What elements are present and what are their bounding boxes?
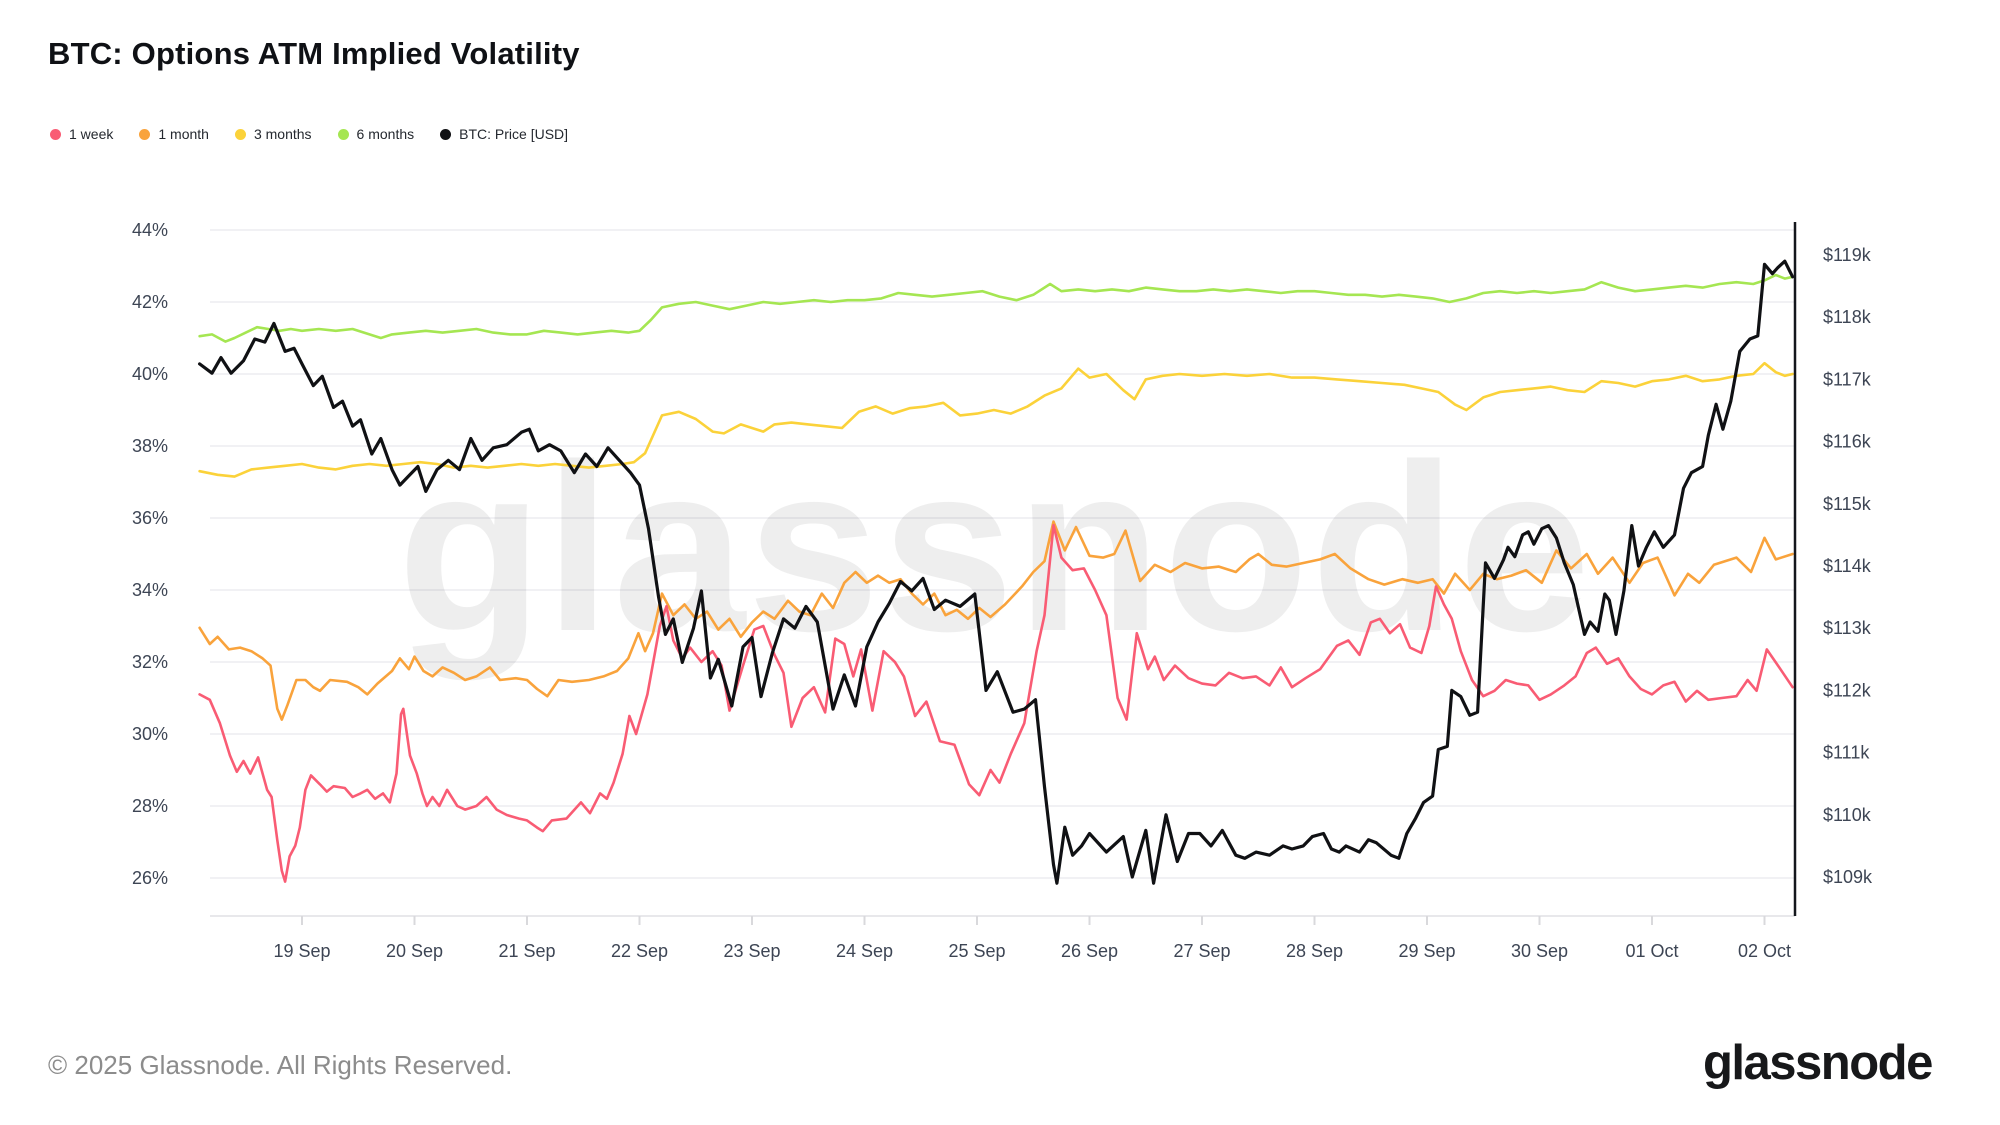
- y-axis-right-label-110: $110k: [1823, 805, 1872, 825]
- watermark-glassnode: glassnode: [397, 416, 1592, 681]
- y-axis-left-label-36: 36%: [132, 508, 168, 528]
- x-axis-label-24-sep: 24 Sep: [836, 941, 893, 961]
- legend-label: 1 week: [69, 126, 114, 142]
- y-axis-left-label-42: 42%: [132, 292, 168, 312]
- series-line-3-months: [198, 361, 1794, 478]
- x-axis-label-01-oct: 01 Oct: [1625, 941, 1678, 961]
- legend-label: 3 months: [253, 126, 312, 142]
- y-axis-right-label-116: $116k: [1823, 432, 1872, 452]
- x-axis-label-19-sep: 19 Sep: [273, 941, 330, 961]
- legend-dot-1-month-icon: [139, 128, 151, 140]
- legend-label: 6 months: [356, 126, 415, 142]
- legend-dot-6-months-icon: [337, 128, 349, 140]
- glassnode-logo: glassnode: [1703, 1036, 1933, 1090]
- y-axis-right-label-113: $113k: [1823, 618, 1872, 638]
- y-axis-right-label-117: $117k: [1823, 369, 1872, 389]
- x-axis-label-20-sep: 20 Sep: [386, 941, 443, 961]
- legend-item-1-week[interactable]: 1 week: [50, 126, 113, 142]
- y-axis-left-label-34: 34%: [132, 580, 168, 600]
- y-axis-left-label-32: 32%: [132, 652, 168, 672]
- x-axis-label-22-sep: 22 Sep: [611, 941, 668, 961]
- y-axis-left-label-44: 44%: [132, 220, 168, 240]
- legend-item-1-month[interactable]: 1 month: [139, 126, 209, 142]
- legend-dot-1-week-icon: [50, 128, 61, 140]
- series-line-6-months: [198, 273, 1794, 343]
- footer-copyright: © 2025 Glassnode. All Rights Reserved.: [48, 1050, 513, 1080]
- x-axis-label-25-sep: 25 Sep: [948, 941, 1005, 961]
- legend-label: BTC: Price [USD]: [459, 126, 569, 142]
- x-axis-label-21-sep: 21 Sep: [498, 941, 555, 961]
- y-axis-right-label-119: $119k: [1823, 245, 1872, 265]
- y-axis-right-label-112: $112k: [1823, 680, 1872, 700]
- legend-item-3-months[interactable]: 3 months: [234, 126, 312, 142]
- y-axis-left-label-26: 26%: [132, 868, 168, 888]
- y-axis-right-label-114: $114k: [1823, 556, 1872, 576]
- legend-dot-btc-price-icon: [440, 128, 452, 140]
- y-axis-left-label-40: 40%: [132, 364, 168, 384]
- x-axis-label-02-oct: 02 Oct: [1738, 941, 1791, 961]
- y-axis-right-label-109: $109k: [1823, 867, 1873, 887]
- chart-title: BTC: Options ATM Implied Volatility: [48, 36, 580, 71]
- legend-dot-3-months-icon: [234, 128, 246, 140]
- plot-area[interactable]: [210, 222, 1795, 916]
- y-axis-left-label-30: 30%: [132, 724, 168, 744]
- legend-item-btc-price[interactable]: BTC: Price [USD]: [440, 126, 568, 142]
- x-axis-label-27-sep: 27 Sep: [1173, 941, 1230, 961]
- legend-label: 1 month: [158, 126, 209, 142]
- legend-item-6-months[interactable]: 6 months: [337, 126, 415, 142]
- x-axis-label-29-sep: 29 Sep: [1398, 941, 1455, 961]
- x-axis-label-28-sep: 28 Sep: [1286, 941, 1343, 961]
- y-axis-left-label-28: 28%: [132, 796, 168, 816]
- series-line-btc-price-usd-: [198, 259, 1795, 885]
- legend: 1 week 1 month 3 months 6 months BTC: Pr…: [50, 126, 568, 142]
- y-axis-right-label-118: $118k: [1823, 307, 1872, 327]
- x-axis-label-23-sep: 23 Sep: [723, 941, 780, 961]
- x-axis-label-30-sep: 30 Sep: [1511, 941, 1568, 961]
- y-axis-right-label-115: $115k: [1823, 494, 1872, 514]
- x-axis-label-26-sep: 26 Sep: [1061, 941, 1118, 961]
- y-axis-right-label-111: $111k: [1823, 743, 1870, 763]
- series-line-1-month: [198, 520, 1794, 721]
- y-axis-left-label-38: 38%: [132, 436, 168, 456]
- series-line-1-week: [198, 523, 1794, 883]
